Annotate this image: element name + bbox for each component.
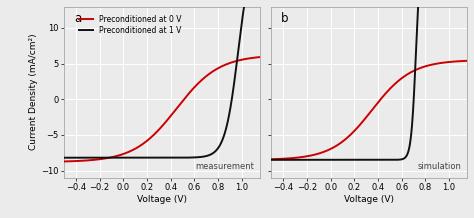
Preconditioned at 1 V xyxy=(268,158,274,161)
Preconditioned at 1 V xyxy=(393,158,399,161)
Preconditioned at 0 V xyxy=(175,106,181,109)
Preconditioned at 1 V xyxy=(61,156,67,159)
Preconditioned at 0 V xyxy=(229,61,235,63)
Text: simulation: simulation xyxy=(417,162,461,171)
Preconditioned at 1 V xyxy=(186,156,191,159)
Preconditioned at 0 V xyxy=(437,62,443,65)
Preconditioned at 1 V xyxy=(210,152,215,155)
Line: Preconditioned at 0 V: Preconditioned at 0 V xyxy=(271,61,467,159)
Y-axis label: Current Density (mA/cm²): Current Density (mA/cm²) xyxy=(29,34,38,150)
Text: measurement: measurement xyxy=(195,162,254,171)
Preconditioned at 1 V xyxy=(281,158,286,161)
Preconditioned at 1 V xyxy=(382,158,388,161)
Preconditioned at 0 V xyxy=(257,56,263,58)
Preconditioned at 0 V xyxy=(186,92,191,95)
Line: Preconditioned at 0 V: Preconditioned at 0 V xyxy=(64,57,260,162)
Preconditioned at 0 V xyxy=(464,60,470,62)
Line: Preconditioned at 1 V: Preconditioned at 1 V xyxy=(64,0,260,158)
Preconditioned at 1 V xyxy=(73,156,79,159)
Preconditioned at 0 V xyxy=(210,70,215,73)
Preconditioned at 0 V xyxy=(417,67,422,70)
Preconditioned at 0 V xyxy=(73,160,79,162)
Preconditioned at 1 V xyxy=(175,156,181,159)
Preconditioned at 1 V xyxy=(387,158,393,161)
Preconditioned at 0 V xyxy=(382,93,388,95)
Preconditioned at 0 V xyxy=(387,87,393,90)
Legend: Preconditioned at 0 V, Preconditioned at 1 V: Preconditioned at 0 V, Preconditioned at… xyxy=(78,14,182,36)
Preconditioned at 0 V xyxy=(61,160,67,163)
Preconditioned at 1 V xyxy=(229,94,235,97)
Preconditioned at 0 V xyxy=(393,82,399,84)
Text: a: a xyxy=(74,12,81,25)
X-axis label: Voltage (V): Voltage (V) xyxy=(137,195,187,204)
Preconditioned at 0 V xyxy=(281,157,286,160)
Preconditioned at 0 V xyxy=(180,100,185,102)
Line: Preconditioned at 1 V: Preconditioned at 1 V xyxy=(271,0,467,160)
Preconditioned at 0 V xyxy=(268,158,274,160)
Preconditioned at 1 V xyxy=(180,156,185,159)
X-axis label: Voltage (V): Voltage (V) xyxy=(344,195,394,204)
Text: b: b xyxy=(281,12,289,25)
